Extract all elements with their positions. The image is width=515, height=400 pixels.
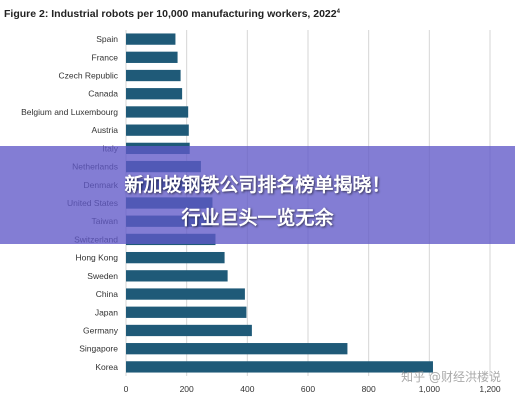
- category-label: Sweden: [87, 271, 118, 281]
- headline-line-1: 新加坡钢铁公司排名榜单揭晓！: [124, 174, 391, 196]
- chart-title-footnote: 4: [337, 9, 341, 15]
- category-label: Korea: [95, 362, 118, 372]
- category-label: Canada: [88, 89, 118, 99]
- bar: [126, 106, 189, 118]
- category-label: Austria: [92, 125, 119, 135]
- bar: [126, 33, 176, 45]
- x-tick-label: 1,200: [479, 384, 501, 394]
- bar: [126, 306, 247, 318]
- category-label: Spain: [96, 34, 118, 44]
- x-tick-label: 400: [240, 384, 254, 394]
- bar: [126, 51, 178, 63]
- category-label: France: [92, 52, 119, 62]
- chart-title: Figure 2: Industrial robots per 10,000 m…: [4, 8, 341, 20]
- x-tick-label: 600: [301, 384, 315, 394]
- bar: [126, 88, 183, 100]
- category-label: Germany: [83, 325, 119, 335]
- chart-title-text: Figure 2: Industrial robots per 10,000 m…: [4, 8, 337, 20]
- category-label: Japan: [95, 307, 118, 317]
- category-label: China: [96, 289, 118, 299]
- x-tick-label: 200: [180, 384, 194, 394]
- bar: [126, 124, 189, 136]
- bar: [126, 69, 181, 82]
- category-label: Czech Republic: [58, 71, 118, 81]
- bar: [126, 361, 433, 373]
- x-tick-label: 1,000: [419, 384, 441, 394]
- x-tick-label: 0: [124, 384, 129, 394]
- watermark: 知乎 @财经洪楼说: [401, 370, 501, 384]
- bar: [126, 270, 228, 282]
- bar: [126, 343, 348, 355]
- category-label: Hong Kong: [75, 253, 118, 263]
- bar: [126, 324, 252, 337]
- bar: [126, 251, 225, 264]
- category-label: Belgium and Luxembourg: [21, 107, 118, 117]
- headline-line-2: 行业巨头一览无余: [181, 207, 334, 229]
- x-axis-tick-labels: 0 200 400 600 800 1,000 1,200: [124, 384, 501, 394]
- x-tick-label: 800: [362, 384, 376, 394]
- category-label: Singapore: [79, 344, 118, 354]
- headline-banner: 新加坡钢铁公司排名榜单揭晓！ 行业巨头一览无余: [0, 146, 515, 244]
- bar: [126, 288, 245, 300]
